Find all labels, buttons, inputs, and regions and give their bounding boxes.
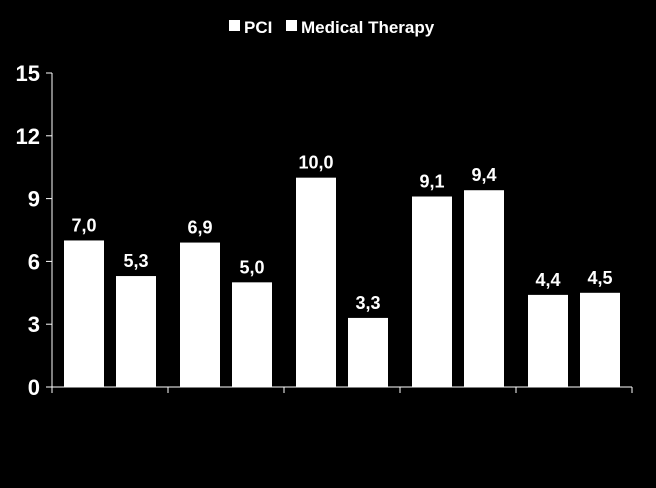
x-axis [51, 386, 633, 393]
data-label: 4,4 [535, 270, 560, 290]
bars [64, 177, 620, 387]
legend-swatch-medical-therapy [286, 20, 297, 31]
bar-medical-therapy [464, 190, 504, 387]
y-tick-label: 15 [16, 61, 40, 86]
data-label: 9,1 [419, 172, 444, 192]
data-label: 5,3 [123, 251, 148, 271]
bar-pci [64, 240, 104, 387]
bar-medical-therapy [232, 282, 272, 387]
bar-medical-therapy [116, 276, 156, 387]
y-tick-label: 0 [28, 375, 40, 400]
data-label: 9,4 [471, 165, 496, 185]
data-label: 7,0 [71, 215, 96, 235]
data-label: 5,0 [239, 257, 264, 277]
legend-label-pci: PCI [244, 18, 272, 37]
bar-pci [528, 294, 568, 387]
bar-pci [412, 196, 452, 387]
legend: PCI Medical Therapy [229, 18, 435, 37]
data-label: 10,0 [298, 153, 333, 173]
data-label: 6,9 [187, 218, 212, 238]
bar-pci [180, 242, 220, 387]
bar-pci [296, 177, 336, 387]
bar-medical-therapy [348, 317, 388, 387]
y-axis: 0 3 6 9 12 15 [16, 61, 53, 400]
legend-label-medical-therapy: Medical Therapy [301, 18, 435, 37]
y-tick-label: 12 [16, 124, 40, 149]
data-label: 3,3 [355, 293, 380, 313]
legend-swatch-pci [229, 20, 240, 31]
y-tick-label: 3 [28, 312, 40, 337]
data-label: 4,5 [587, 268, 612, 288]
bar-medical-therapy [580, 292, 620, 387]
data-labels: 7,0 5,3 6,9 5,0 10,0 3,3 9,1 9,4 4,4 4,5 [71, 153, 612, 313]
y-tick-label: 6 [28, 249, 40, 274]
y-tick-label: 9 [28, 187, 40, 212]
